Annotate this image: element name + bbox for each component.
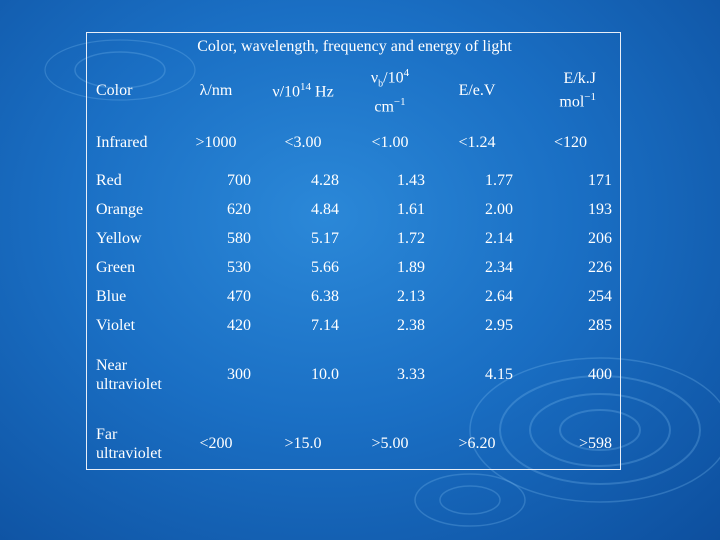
table-row: Blue 470 6.38 2.13 2.64 254 [96, 287, 612, 306]
header-energy-kj: E/k.J mol−1 [559, 69, 596, 111]
table-row: Orange 620 4.84 1.61 2.00 193 [96, 200, 612, 219]
table-row: Violet 420 7.14 2.38 2.95 285 [96, 316, 612, 335]
table-row: Far ultraviolet <200 >15.0 >5.00 >6.20 >… [96, 426, 612, 462]
header-color: Color [96, 81, 133, 99]
table-title: Color, wavelength, frequency and energy … [197, 38, 512, 55]
table-row: Green 530 5.66 1.89 2.34 226 [96, 258, 612, 277]
header-frequency: ν/1014 Hz [272, 81, 334, 101]
light-properties-table: Color, wavelength, frequency and energy … [86, 32, 621, 470]
header-row: Color λ/nm ν/1014 Hz νb/104 cm−1 E/e.V E/… [87, 61, 620, 119]
table-row: Red 700 4.28 1.43 1.77 171 [96, 171, 612, 190]
table-row: Yellow 580 5.17 1.72 2.14 206 [96, 229, 612, 248]
table-row: Near ultraviolet 300 10.0 3.33 4.15 400 [96, 356, 612, 393]
data-table: Color λ/nm ν/1014 Hz νb/104 cm−1 E/e.V E/… [87, 61, 620, 479]
header-energy-ev: E/e.V [458, 81, 496, 99]
header-wavenumber: νb/104 cm−1 [370, 66, 410, 116]
header-wavelength: λ/nm [199, 81, 233, 99]
table-row: Infrared >1000 <3.00 <1.00 <1.24 <120 [96, 133, 588, 152]
